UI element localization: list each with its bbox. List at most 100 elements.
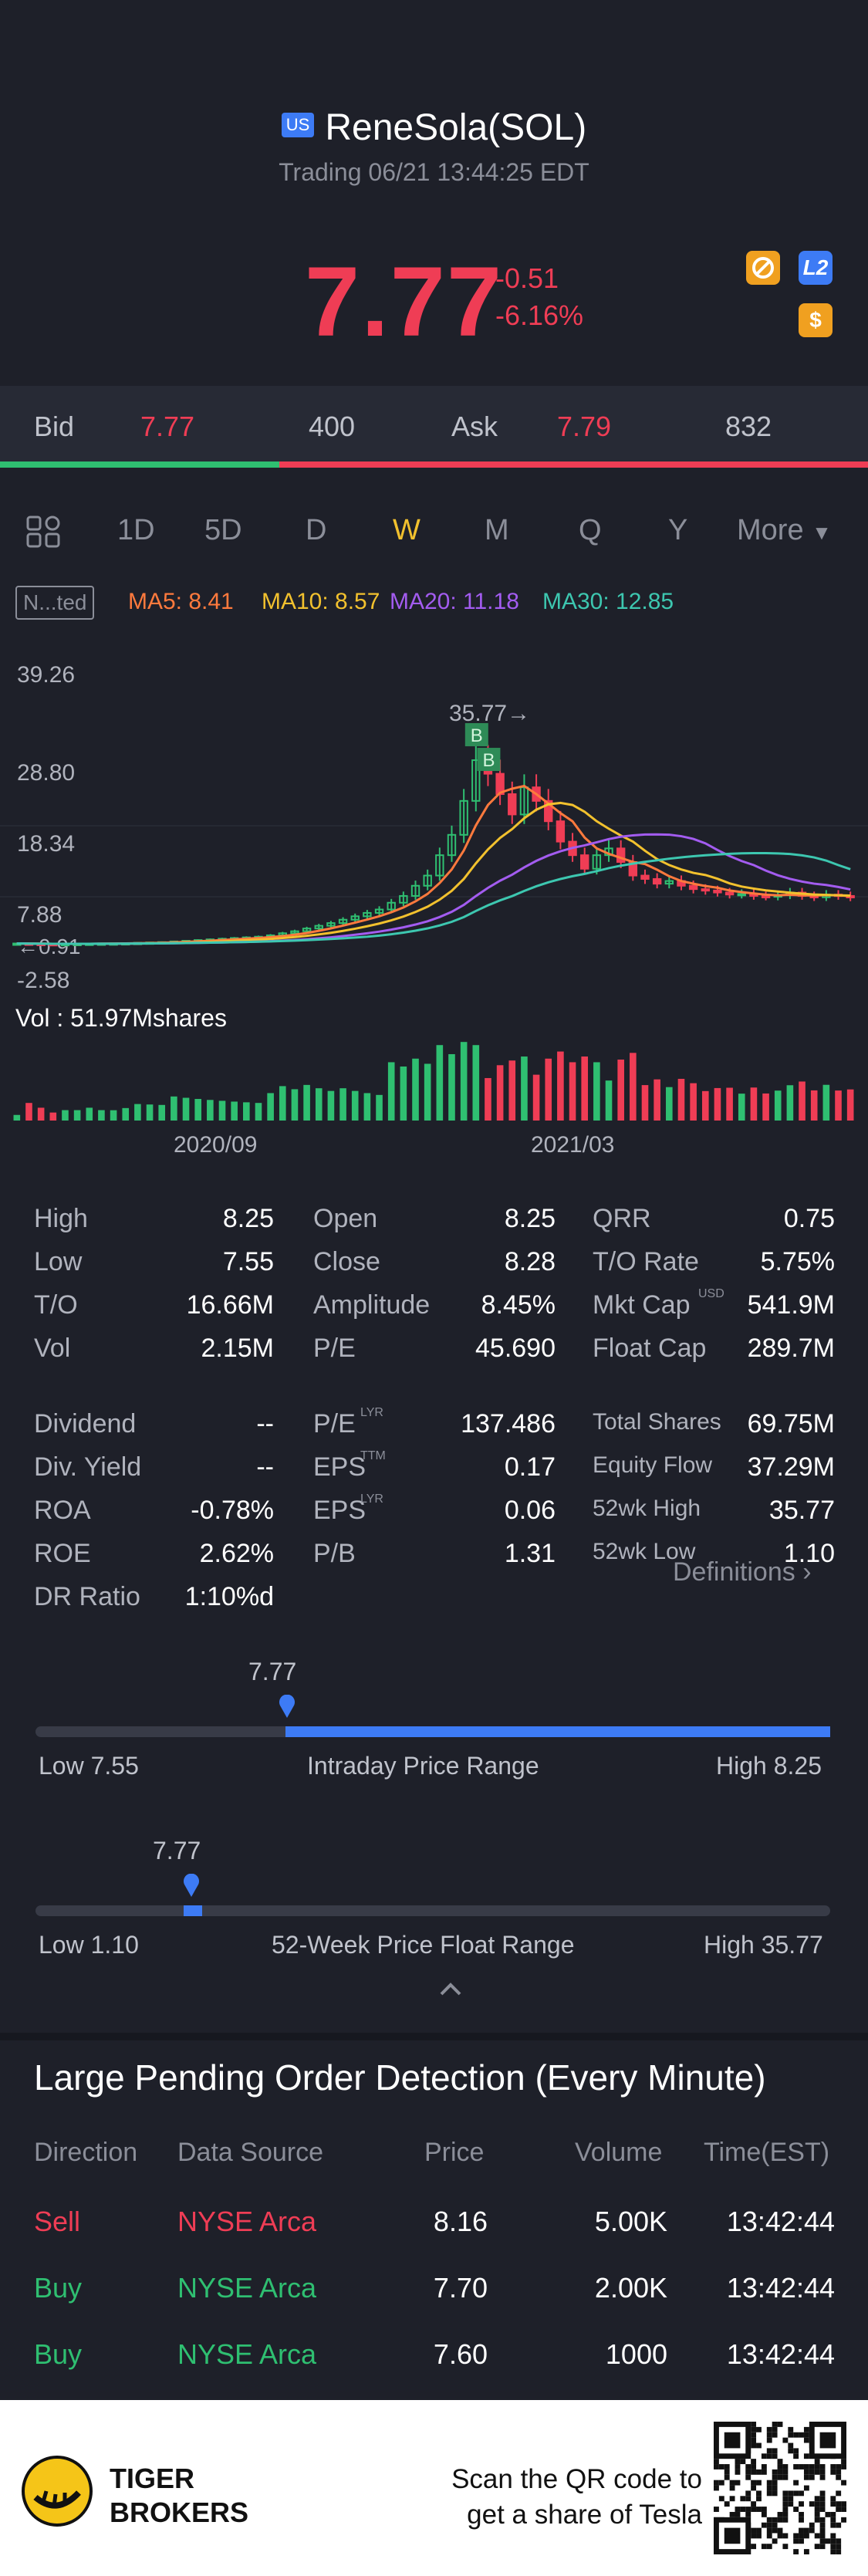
candle <box>459 800 468 836</box>
intraday-high: High 8.25 <box>716 1752 822 1780</box>
volume-bar <box>726 1087 733 1121</box>
candle <box>326 922 336 927</box>
volume-bar <box>146 1104 154 1121</box>
stat-value: 35.77 <box>768 1496 835 1525</box>
market-badge: US <box>281 113 315 138</box>
volume-bar <box>545 1058 552 1121</box>
volume-bar <box>182 1097 190 1121</box>
stat-label: EPS <box>313 1496 366 1525</box>
intraday-fill <box>285 1726 830 1737</box>
stat-label: Low <box>34 1247 83 1276</box>
week52-high: High 35.77 <box>704 1931 823 1959</box>
candle <box>399 894 408 904</box>
header-volume: Volume <box>575 2138 663 2167</box>
y-tick-label: 18.34 <box>17 831 76 857</box>
volume-bar <box>774 1090 782 1121</box>
tab-m[interactable]: M <box>485 514 509 546</box>
footer-banner[interactable]: TIGER BROKERS Scan the QR code to get a … <box>0 2400 868 2576</box>
volume-bar <box>194 1099 201 1121</box>
l2-icon[interactable]: L2 <box>799 251 833 285</box>
stat-value: 8.25 <box>504 1204 556 1233</box>
stat-label: ROE <box>34 1539 91 1568</box>
brand-line-2: BROKERS <box>110 2497 249 2528</box>
ma10-value: MA10: 8.57 <box>262 589 380 614</box>
volume-bar <box>448 1053 455 1121</box>
bid-ask-bar: Bid 7.77 400 Ask 7.79 832 <box>0 386 868 468</box>
stat-label: Float Cap <box>593 1334 707 1363</box>
chart-settings-icon[interactable] <box>26 516 62 552</box>
volume-bar <box>762 1093 769 1121</box>
intraday-current: 7.77 <box>248 1658 297 1685</box>
stat-value: 2.15M <box>201 1334 275 1363</box>
price-chart[interactable]: BB <box>0 679 868 1003</box>
dollar-icon[interactable]: $ <box>799 303 833 337</box>
stat-label: Amplitude <box>313 1290 431 1320</box>
stock-title: US ReneSola(SOL) <box>0 106 868 149</box>
volume-bar <box>532 1074 540 1121</box>
candle <box>713 889 722 894</box>
candle <box>592 854 602 870</box>
volume-bar <box>641 1085 649 1121</box>
order-source: NYSE Arca <box>177 2272 317 2304</box>
last-price: 7.77 <box>305 247 504 357</box>
candle <box>544 800 553 823</box>
cta-line-2: get a share of Tesla <box>467 2500 702 2530</box>
volume-bar <box>171 1096 177 1121</box>
no-trade-icon[interactable] <box>746 251 780 285</box>
volume-bar <box>690 1083 697 1121</box>
stat-label: Vol <box>34 1334 71 1363</box>
tiger-logo-icon <box>20 2454 94 2532</box>
stat-value: 1:10%d <box>184 1582 274 1611</box>
stat-label: Total Shares <box>593 1409 721 1435</box>
week52-track <box>35 1905 830 1916</box>
order-source: NYSE Arca <box>177 2206 317 2237</box>
tab-d[interactable]: D <box>306 514 327 546</box>
stat-label: Equity Flow <box>593 1452 713 1478</box>
tab-more[interactable]: More ▼ <box>737 514 832 547</box>
stat-value: -- <box>256 1452 274 1482</box>
definitions-link[interactable]: Definitions › <box>673 1557 812 1587</box>
stat-value: 69.75M <box>747 1409 835 1438</box>
candle <box>724 891 735 896</box>
volume-bar <box>822 1084 830 1121</box>
volume-bar <box>617 1060 624 1121</box>
volume-bar <box>363 1093 371 1121</box>
volume-bar <box>13 1114 21 1121</box>
volume-bar <box>231 1101 238 1121</box>
stat-label: Open <box>313 1204 378 1233</box>
candle <box>290 930 299 935</box>
tab-1d[interactable]: 1D <box>117 514 155 546</box>
tab-q[interactable]: Q <box>579 514 602 546</box>
chevron-down-icon: ▼ <box>812 521 832 544</box>
tab-y[interactable]: Y <box>668 514 688 546</box>
candle <box>508 793 517 816</box>
volume-bar <box>291 1089 299 1121</box>
week52-title: 52-Week Price Float Range <box>272 1931 575 1959</box>
candle <box>410 884 420 897</box>
tab-5d[interactable]: 5D <box>204 514 242 546</box>
volume-bar <box>569 1062 576 1121</box>
ma20-value: MA20: 11.18 <box>390 589 519 614</box>
candle <box>640 874 650 880</box>
volume-chart <box>13 1042 854 1121</box>
volume-bar <box>37 1107 45 1121</box>
volume-bar <box>593 1062 600 1121</box>
y-tick-label: 28.80 <box>17 760 76 786</box>
adjust-toggle[interactable]: N...ted <box>15 586 95 620</box>
ask-price: 7.79 <box>557 411 612 442</box>
bid-price: 7.77 <box>140 411 195 442</box>
candle <box>688 884 698 891</box>
volume-bar <box>218 1100 226 1121</box>
volume-bar <box>701 1090 709 1121</box>
bid-size: 400 <box>309 411 356 442</box>
collapse-chevron-icon[interactable] <box>437 1980 464 2001</box>
stat-superscript: TTM <box>360 1449 386 1462</box>
ask-size: 832 <box>725 411 772 442</box>
bid-volume-bar <box>0 461 279 468</box>
buy-marker-label: B <box>482 750 495 771</box>
tab-w[interactable]: W <box>393 514 420 546</box>
order-volume: 2.00K <box>594 2272 667 2304</box>
low-annotation-value: 0.91 <box>39 935 81 958</box>
volume-value: : 51.97Mshares <box>56 1004 227 1032</box>
stat-value: 2.62% <box>199 1539 274 1568</box>
